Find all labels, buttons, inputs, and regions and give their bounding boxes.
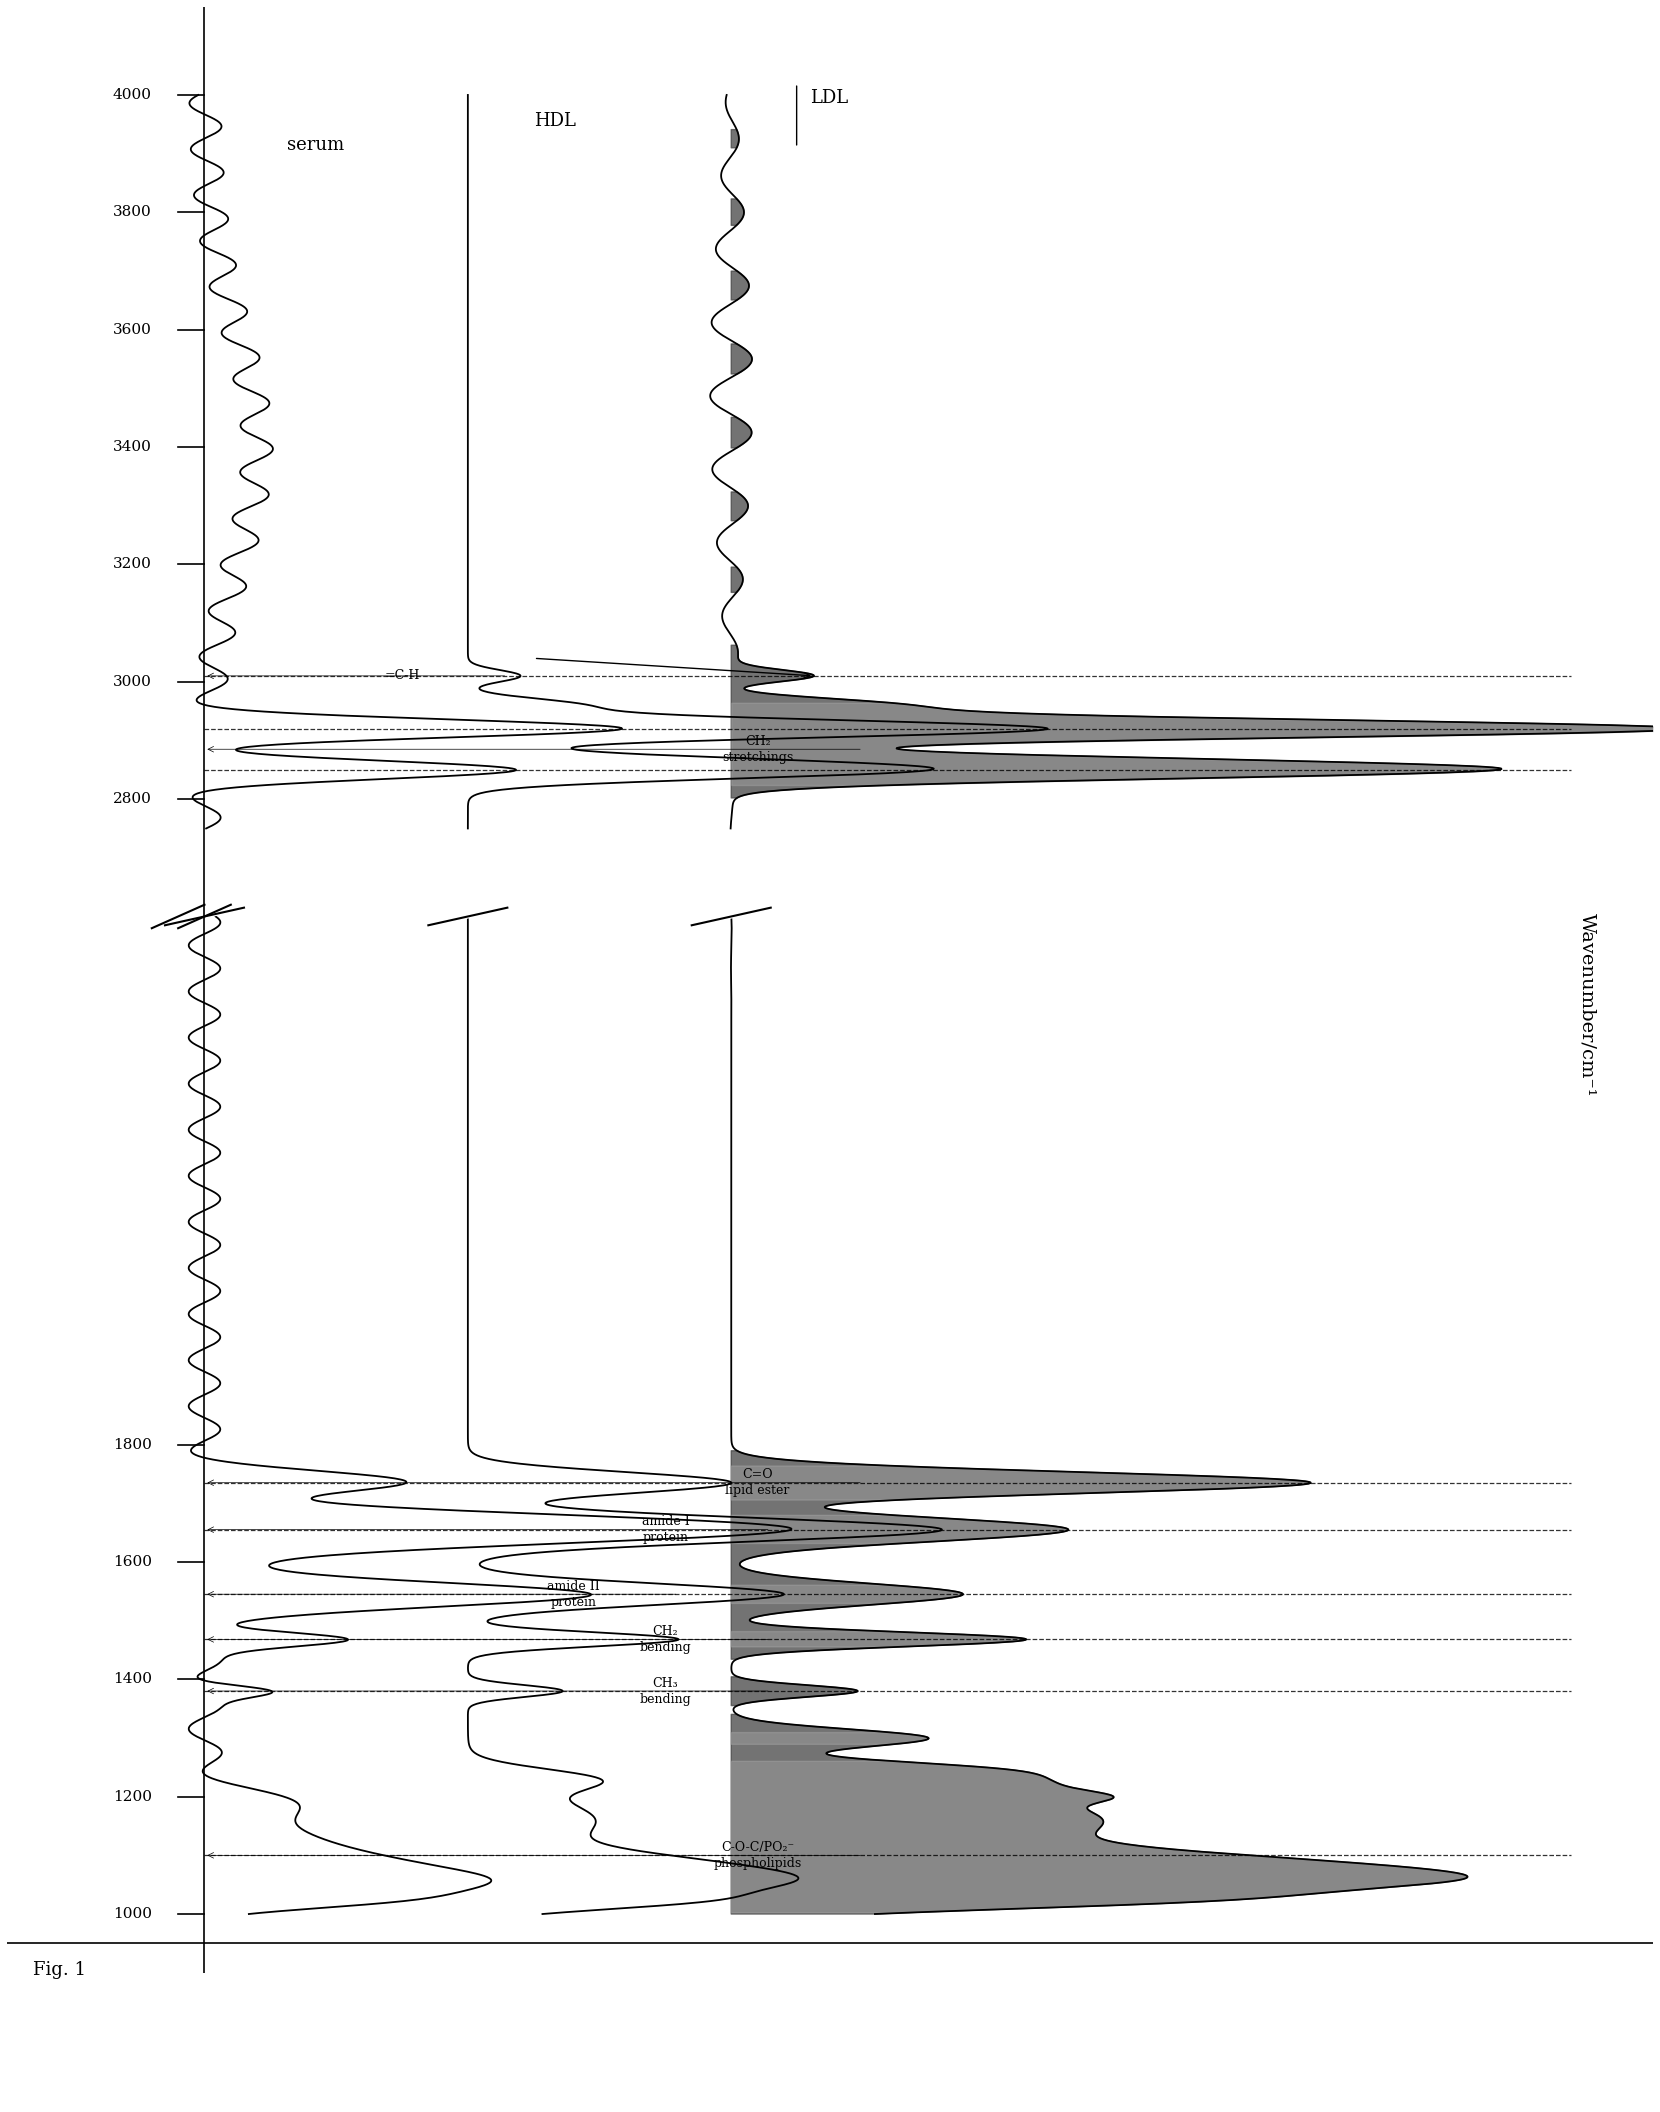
Text: LDL: LDL [810, 89, 848, 108]
Text: =C-H: =C-H [385, 670, 420, 682]
Text: amide II
protein: amide II protein [546, 1580, 599, 1609]
Text: CH₂
stretchings: CH₂ stretchings [722, 735, 793, 765]
Text: HDL: HDL [535, 112, 576, 131]
Text: CH₂
bending: CH₂ bending [639, 1624, 691, 1654]
Text: 1400: 1400 [113, 1673, 151, 1685]
Text: 3400: 3400 [113, 439, 151, 454]
Text: 3000: 3000 [113, 674, 151, 689]
Text: C-O-C/PO₂⁻
phospholipids: C-O-C/PO₂⁻ phospholipids [714, 1842, 802, 1869]
Text: amide I
protein: amide I protein [641, 1514, 689, 1544]
Text: C=O
lipid ester: C=O lipid ester [725, 1468, 790, 1497]
Text: CH₃
bending: CH₃ bending [639, 1677, 691, 1706]
Text: Absorbance: Absorbance [730, 2108, 863, 2112]
Text: serum: serum [287, 135, 344, 154]
Text: Wavenumber/cm⁻¹: Wavenumber/cm⁻¹ [1579, 912, 1597, 1096]
Text: 3600: 3600 [113, 323, 151, 336]
Text: 1000: 1000 [113, 1907, 151, 1922]
Text: 1600: 1600 [113, 1554, 151, 1569]
Text: 1200: 1200 [113, 1789, 151, 1804]
Text: Fig. 1: Fig. 1 [33, 1960, 86, 1979]
Text: 3200: 3200 [113, 558, 151, 572]
Text: 4000: 4000 [113, 89, 151, 101]
Text: 2800: 2800 [113, 792, 151, 807]
Text: 1800: 1800 [113, 1438, 151, 1451]
Text: 3800: 3800 [113, 205, 151, 220]
